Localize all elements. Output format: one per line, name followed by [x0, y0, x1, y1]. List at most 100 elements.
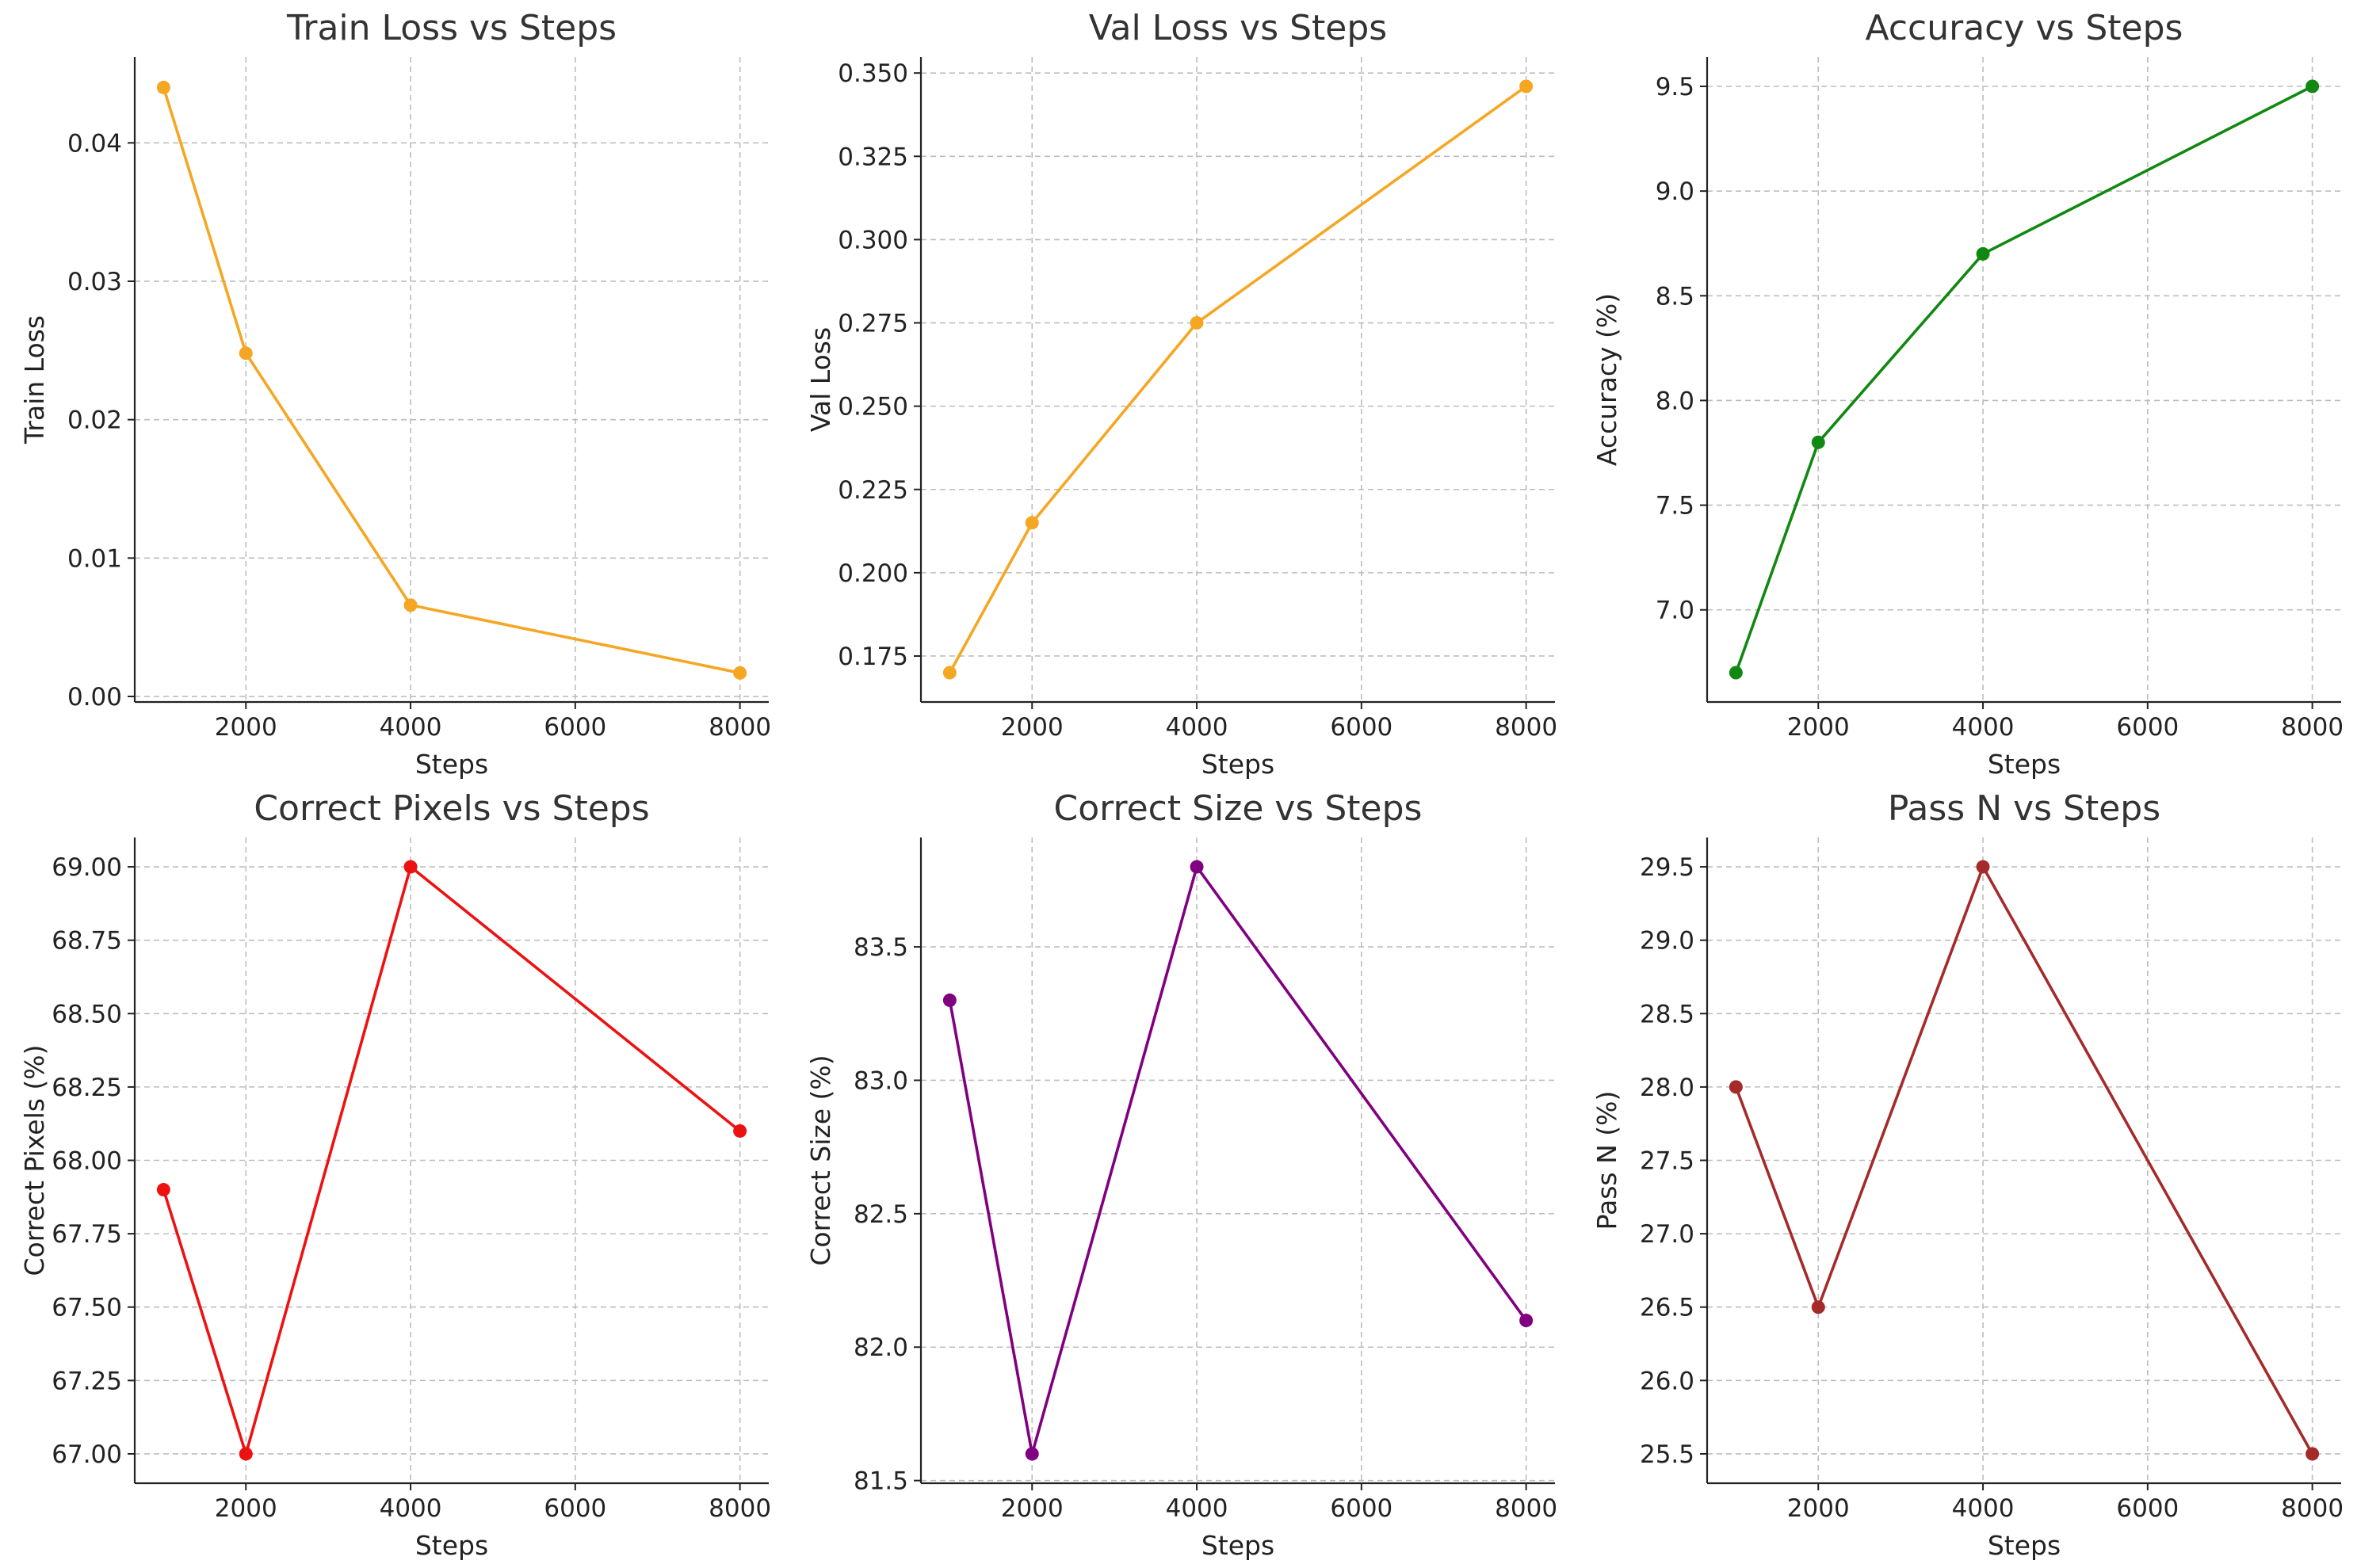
data-point: [156, 80, 170, 94]
x-tick-label: 4000: [1952, 1494, 2015, 1523]
x-tick-label: 8000: [1495, 1494, 1557, 1523]
y-tick-label: 68.00: [52, 1147, 122, 1176]
chart-title: Val Loss vs Steps: [1089, 8, 1387, 48]
data-point: [1729, 1080, 1743, 1094]
y-axis-label: Correct Pixels (%): [19, 1044, 50, 1276]
y-tick-label: 0.225: [838, 476, 908, 505]
data-point: [1976, 860, 1990, 874]
y-tick-label: 0.03: [67, 268, 122, 296]
chart-title: Correct Pixels vs Steps: [254, 788, 649, 829]
y-tick-label: 67.00: [52, 1440, 122, 1469]
x-tick-label: 6000: [2116, 713, 2179, 742]
x-tick-label: 2000: [1001, 713, 1064, 742]
y-tick-label: 29.5: [1640, 853, 1694, 882]
y-tick-label: 0.350: [838, 59, 908, 88]
y-axis-label: Val Loss: [805, 327, 836, 432]
data-point: [1025, 1447, 1039, 1461]
data-point: [942, 666, 957, 680]
y-tick-label: 0.275: [838, 310, 908, 338]
data-point: [1811, 435, 1825, 449]
data-point: [403, 598, 418, 612]
x-tick-label: 8000: [709, 1494, 771, 1523]
y-tick-label: 68.50: [52, 1000, 122, 1028]
y-tick-label: 0.200: [838, 559, 908, 588]
y-tick-label: 83.5: [854, 933, 908, 962]
data-point: [1976, 246, 1990, 261]
y-axis-label: Accuracy (%): [1591, 293, 1622, 466]
y-tick-label: 29.0: [1640, 927, 1694, 956]
data-point: [733, 666, 747, 680]
x-tick-label: 8000: [709, 713, 771, 742]
data-point: [239, 346, 253, 361]
y-tick-label: 25.5: [1640, 1440, 1694, 1469]
x-axis-label: Steps: [1988, 1530, 2061, 1561]
x-tick-label: 2000: [1001, 1494, 1064, 1523]
y-tick-label: 82.0: [854, 1333, 908, 1362]
data-point: [1811, 1300, 1825, 1314]
x-tick-label: 6000: [544, 713, 606, 742]
x-axis-label: Steps: [415, 1530, 488, 1561]
x-tick-label: 6000: [1330, 713, 1392, 742]
chart-panel-5: 2000 4000 6000 8000 81.5 82.0 82.5 83.0 83.5 Corr…: [805, 788, 1557, 1561]
y-tick-label: 8.0: [1656, 387, 1694, 415]
x-tick-label: 4000: [1166, 1494, 1228, 1523]
x-tick-label: 2000: [1787, 713, 1850, 742]
series-line: [1734, 85, 2313, 673]
x-tick-label: 4000: [380, 713, 442, 742]
y-tick-label: 27.0: [1640, 1220, 1694, 1249]
data-point: [2305, 79, 2320, 93]
chart-title: Correct Size vs Steps: [1054, 788, 1423, 829]
y-tick-label: 9.5: [1656, 73, 1694, 101]
x-tick-label: 8000: [2281, 713, 2344, 742]
x-tick-label: 2000: [215, 713, 277, 742]
chart-panel-3: 2000 4000 6000 8000 7.0 7.5 8.0 8.5 9.0 9.5 Accura…: [1591, 8, 2344, 780]
x-tick-label: 8000: [1495, 713, 1557, 742]
y-tick-label: 67.50: [52, 1294, 122, 1322]
y-tick-label: 83.0: [854, 1066, 908, 1095]
y-tick-label: 69.00: [52, 853, 122, 882]
x-tick-label: 4000: [1952, 713, 2015, 742]
data-point: [156, 1183, 170, 1197]
data-point: [942, 993, 957, 1007]
y-tick-label: 26.5: [1640, 1294, 1694, 1322]
series-line: [948, 863, 1528, 1455]
y-tick-label: 0.01: [67, 544, 122, 573]
series-line: [1734, 863, 2314, 1455]
chart-title: Pass N vs Steps: [1888, 788, 2160, 829]
data-point: [1519, 79, 1534, 93]
data-point: [1190, 860, 1204, 874]
x-axis-label: Steps: [1201, 1530, 1274, 1561]
y-tick-label: 28.0: [1640, 1074, 1694, 1102]
y-tick-label: 7.5: [1656, 492, 1694, 521]
series-line: [162, 86, 740, 675]
y-tick-label: 68.25: [52, 1074, 122, 1102]
x-axis-label: Steps: [1988, 749, 2061, 780]
x-tick-label: 6000: [2116, 1494, 2179, 1523]
data-point: [403, 860, 418, 874]
chart-title: Accuracy vs Steps: [1866, 8, 2183, 48]
chart-panel-4: 2000 4000 6000 8000 67.00 67.25 67.50 67.75 68.0…: [19, 788, 771, 1561]
data-point: [1729, 666, 1743, 680]
y-axis-label: Train Loss: [19, 315, 50, 444]
x-axis-label: Steps: [1201, 749, 1274, 780]
series-line: [948, 85, 1527, 673]
y-tick-label: 0.325: [838, 143, 908, 171]
y-tick-label: 28.5: [1640, 1000, 1694, 1028]
y-tick-label: 27.5: [1640, 1147, 1694, 1176]
y-tick-label: 0.300: [838, 226, 908, 254]
data-point: [1519, 1314, 1534, 1328]
x-tick-label: 2000: [215, 1494, 277, 1523]
y-tick-label: 9.0: [1656, 177, 1694, 206]
y-tick-label: 81.5: [854, 1467, 908, 1496]
y-tick-label: 67.25: [52, 1367, 122, 1395]
x-axis-label: Steps: [415, 749, 488, 780]
chart-title: Train Loss vs Steps: [286, 8, 617, 48]
y-tick-label: 0.250: [838, 393, 908, 422]
y-tick-label: 0.175: [838, 643, 908, 671]
x-tick-label: 8000: [2281, 1494, 2344, 1523]
data-point: [239, 1447, 253, 1461]
y-tick-label: 0.00: [67, 683, 122, 712]
y-axis-label: Correct Size (%): [805, 1055, 836, 1265]
x-tick-label: 2000: [1787, 1494, 1850, 1523]
